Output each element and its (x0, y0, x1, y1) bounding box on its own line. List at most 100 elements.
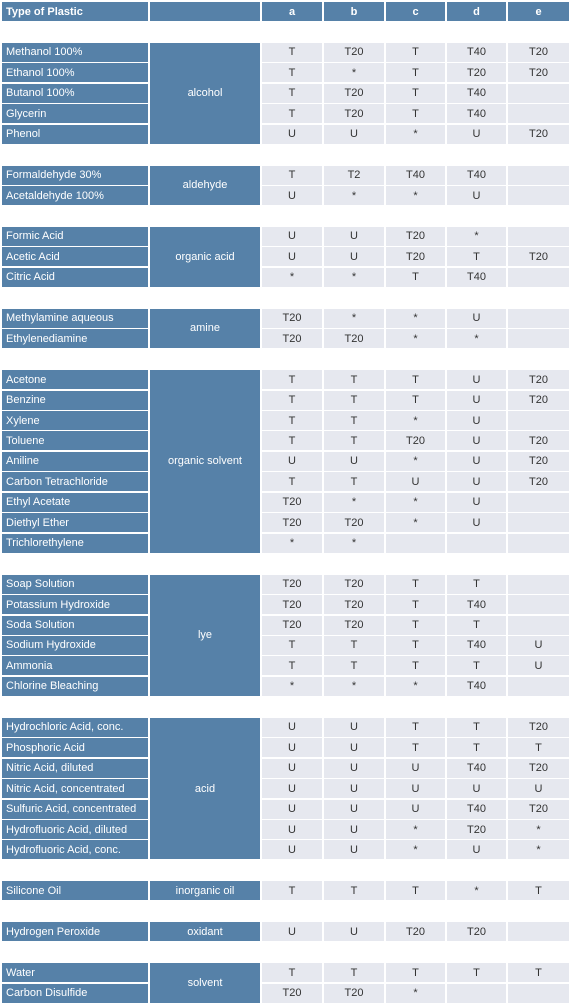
resistance-value (508, 615, 569, 635)
column-header: d (447, 2, 506, 21)
substance-name: Aniline (2, 451, 148, 471)
substance-name: Ethyl Acetate (2, 492, 148, 512)
resistance-value: U (324, 820, 384, 839)
resistance-value: * (386, 676, 445, 696)
substance-name: Ethanol 100% (2, 63, 148, 83)
resistance-value: T (324, 472, 384, 492)
resistance-value: T20 (324, 983, 384, 1003)
resistance-value: T (447, 574, 506, 594)
resistance-value: T (386, 63, 445, 83)
resistance-value: * (324, 63, 384, 83)
substance-name: Trichlorethylene (2, 533, 148, 553)
resistance-value: T20 (508, 370, 569, 390)
resistance-value: * (386, 411, 445, 430)
resistance-value: T40 (447, 595, 506, 615)
resistance-value (508, 165, 569, 185)
resistance-value (508, 308, 569, 328)
resistance-value: T20 (262, 513, 322, 533)
resistance-value: T (386, 615, 445, 635)
substance-name: Sodium Hydroxide (2, 635, 148, 655)
resistance-value: T (386, 738, 445, 758)
resistance-value: T (262, 472, 322, 492)
resistance-value: * (324, 533, 384, 553)
resistance-value: T (508, 963, 569, 983)
resistance-value: U (447, 840, 506, 860)
resistance-value (386, 533, 445, 553)
resistance-value (508, 595, 569, 615)
resistance-value: U (386, 779, 445, 799)
substance-name: Phosphoric Acid (2, 738, 148, 758)
substance-name: Acetaldehyde 100% (2, 186, 148, 206)
resistance-value: T20 (447, 820, 506, 839)
resistance-value: T (447, 738, 506, 758)
category: aldehyde (150, 165, 260, 206)
resistance-value: T (386, 104, 445, 124)
resistance-value: T20 (386, 922, 445, 942)
resistance-value: T20 (386, 431, 445, 451)
resistance-value: * (386, 124, 445, 144)
resistance-value: T (386, 963, 445, 983)
resistance-value: U (386, 472, 445, 492)
resistance-value: U (262, 922, 322, 942)
resistance-value: T (262, 42, 322, 62)
substance-name: Hydrofluoric Acid, conc. (2, 840, 148, 860)
resistance-value: T (447, 247, 506, 267)
resistance-value: * (386, 308, 445, 328)
substance-name: Ethylenediamine (2, 329, 148, 349)
resistance-value: U (324, 247, 384, 267)
resistance-value: T20 (324, 513, 384, 533)
resistance-value: T20 (262, 615, 322, 635)
resistance-value: T40 (447, 758, 506, 778)
resistance-value: U (324, 738, 384, 758)
substance-name: Hydrochloric Acid, conc. (2, 717, 148, 737)
resistance-value: U (447, 370, 506, 390)
resistance-value: T (447, 963, 506, 983)
resistance-value: T (324, 370, 384, 390)
resistance-value: * (386, 451, 445, 471)
resistance-value (508, 267, 569, 287)
resistance-value: U (447, 513, 506, 533)
resistance-value: U (262, 247, 322, 267)
resistance-value: * (324, 308, 384, 328)
substance-name: Nitric Acid, concentrated (2, 779, 148, 799)
resistance-value: T40 (447, 83, 506, 103)
resistance-value: U (262, 779, 322, 799)
column-header: b (324, 2, 384, 21)
resistance-value: T20 (262, 308, 322, 328)
resistance-value: U (386, 758, 445, 778)
category: organic solvent (150, 370, 260, 553)
resistance-value: U (324, 840, 384, 860)
resistance-value: * (447, 329, 506, 349)
resistance-value: T (386, 635, 445, 655)
category: inorganic oil (150, 881, 260, 901)
resistance-value: T (262, 390, 322, 410)
resistance-value: T20 (508, 758, 569, 778)
resistance-value: U (324, 124, 384, 144)
resistance-value: T (447, 717, 506, 737)
header-title: Type of Plastic (2, 2, 148, 21)
category: organic acid (150, 226, 260, 287)
substance-name: Sulfuric Acid, concentrated (2, 799, 148, 819)
resistance-value: T20 (262, 595, 322, 615)
resistance-value: T40 (447, 799, 506, 819)
resistance-value: T40 (447, 635, 506, 655)
resistance-value: U (262, 758, 322, 778)
resistance-value: T (386, 390, 445, 410)
resistance-value: * (324, 676, 384, 696)
resistance-value: U (447, 124, 506, 144)
resistance-value: U (262, 840, 322, 860)
resistance-value: T20 (324, 595, 384, 615)
resistance-value: T (262, 104, 322, 124)
resistance-value (508, 104, 569, 124)
resistance-value: T (324, 635, 384, 655)
resistance-value: T (386, 656, 445, 676)
resistance-value: T20 (324, 42, 384, 62)
resistance-value: * (262, 267, 322, 287)
category: amine (150, 308, 260, 349)
resistance-value: T20 (508, 42, 569, 62)
substance-name: Acetone (2, 370, 148, 390)
resistance-value: * (262, 676, 322, 696)
substance-name: Phenol (2, 124, 148, 144)
resistance-value: U (324, 717, 384, 737)
resistance-value: T40 (447, 676, 506, 696)
